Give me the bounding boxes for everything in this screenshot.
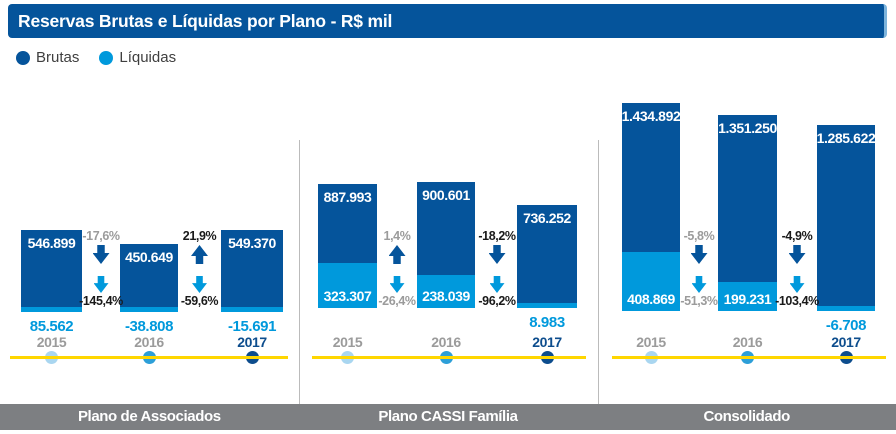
value-liquidas-2017: -6.708 — [825, 317, 867, 334]
bar-brutas-2017 — [517, 204, 577, 308]
year-label-2016: 2016 — [732, 334, 763, 350]
bar-liquidas-2016 — [120, 307, 178, 312]
bar-brutas-2016 — [718, 115, 777, 311]
legend-label-brutas: Brutas — [36, 49, 80, 66]
brutas-arrow-up-icon — [388, 245, 406, 264]
year-label-2017: 2017 — [831, 334, 861, 350]
value-liquidas-2015: 85.562 — [29, 318, 74, 335]
value-liquidas-2016: 199.231 — [723, 291, 772, 307]
change-liquidas-pct: -96,2% — [478, 294, 516, 308]
timeline — [612, 355, 886, 359]
brutas-arrow-down-icon — [488, 245, 506, 264]
bar-liquidas-2015 — [21, 307, 82, 312]
value-liquidas-2015: 323.307 — [323, 288, 372, 304]
year-label-2016: 2016 — [431, 334, 461, 350]
value-liquidas-2015: 408.869 — [627, 291, 675, 307]
value-brutas-2016: 1.351.250 — [718, 120, 777, 137]
bar-liquidas-2015 — [318, 262, 377, 308]
bar-liquidas-2015 — [622, 251, 680, 311]
bar-liquidas-2016 — [718, 282, 777, 311]
year-label-2015: 2015 — [636, 334, 666, 350]
change-brutas-pct: -4,9% — [781, 229, 813, 243]
change-liquidas-pct: -103,4% — [775, 294, 819, 308]
liquidas-arrow-down-icon — [93, 276, 109, 293]
change-brutas-pct: -17,6% — [82, 229, 120, 243]
year-label-2015: 2015 — [36, 334, 67, 350]
year-label-2016: 2016 — [134, 334, 164, 350]
footer-label-plano-cassi-familia: Plano CASSI Família — [378, 408, 518, 425]
page-title: Reservas Brutas e Líquidas por Plano - R… — [18, 10, 393, 31]
value-brutas-2017: 549.370 — [228, 234, 276, 251]
change-brutas-pct: -5,8% — [683, 229, 715, 243]
brutas-arrow-down-icon — [788, 245, 806, 264]
value-liquidas-2017: -15.691 — [227, 318, 277, 335]
bar-brutas-2017 — [221, 229, 283, 312]
value-brutas-2016: 450.649 — [125, 249, 173, 266]
panel-divider — [299, 140, 300, 404]
bar-brutas-2015 — [21, 229, 82, 312]
footer-bar — [0, 404, 896, 430]
value-liquidas-2016: 238.039 — [422, 288, 470, 304]
year-label-2017: 2017 — [532, 334, 562, 350]
bar-brutas-2017 — [817, 124, 875, 311]
value-brutas-2015: 546.899 — [27, 234, 76, 251]
year-label-2017: 2017 — [237, 334, 267, 350]
footer-label-consolidado: Consolidado — [703, 408, 790, 425]
panel-divider — [598, 140, 599, 404]
change-liquidas-pct: -59,6% — [180, 294, 219, 308]
title-bar: Reservas Brutas e Líquidas por Plano - R… — [8, 4, 887, 38]
change-liquidas-pct: -51,3% — [680, 294, 718, 308]
brutas-arrow-down-icon — [690, 245, 708, 264]
bar-liquidas-2017 — [221, 307, 283, 312]
value-liquidas-2017: 8.983 — [529, 314, 565, 331]
change-brutas-pct: -18,2% — [478, 229, 516, 243]
bar-liquidas-2017 — [517, 303, 577, 308]
footer-label-plano-de-associados: Plano de Associados — [77, 408, 221, 425]
change-liquidas-pct: -26,4% — [378, 294, 416, 308]
value-brutas-2017: 1.285.622 — [816, 129, 876, 146]
value-brutas-2015: 887.993 — [323, 188, 372, 205]
brutas-legend-dot-icon — [16, 50, 30, 65]
value-brutas-2017: 736.252 — [523, 209, 571, 226]
liquidas-legend-dot-icon — [99, 50, 114, 65]
bar-liquidas-2016 — [417, 274, 475, 308]
change-brutas-pct: 1,4% — [383, 229, 411, 243]
bar-liquidas-2017 — [817, 306, 875, 311]
value-brutas-2016: 900.601 — [422, 186, 470, 203]
year-label-2015: 2015 — [332, 334, 363, 350]
change-brutas-pct: 21,9% — [182, 229, 217, 243]
timeline — [10, 355, 288, 359]
timeline — [312, 355, 586, 359]
change-liquidas-pct: -145,4% — [79, 294, 123, 308]
bar-brutas-2016 — [120, 244, 178, 312]
legend-label-liquidas: Líquidas — [119, 49, 177, 66]
liquidas-arrow-down-icon — [192, 276, 207, 293]
value-brutas-2015: 1.434.892 — [621, 107, 681, 124]
legend: Brutas Líquidas — [16, 49, 190, 66]
value-liquidas-2016: -38.808 — [124, 318, 174, 335]
